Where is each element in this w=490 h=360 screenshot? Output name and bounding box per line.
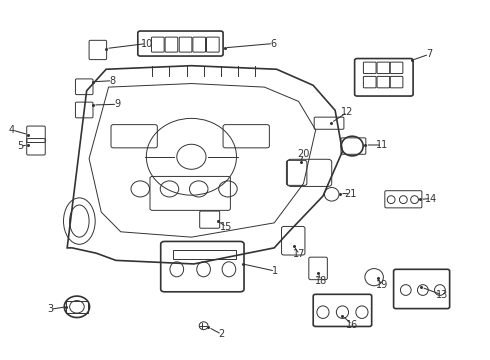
- Text: 6: 6: [270, 39, 276, 49]
- Text: 17: 17: [294, 249, 306, 259]
- Text: 3: 3: [47, 304, 53, 314]
- Text: 20: 20: [297, 149, 310, 159]
- Text: 9: 9: [114, 99, 121, 109]
- Text: 21: 21: [344, 189, 356, 199]
- Text: 18: 18: [315, 276, 327, 286]
- Bar: [66, 301, 88, 313]
- Text: 1: 1: [272, 266, 278, 276]
- Text: 2: 2: [219, 329, 225, 339]
- Text: 13: 13: [436, 290, 448, 300]
- Text: 15: 15: [220, 222, 233, 232]
- Text: 11: 11: [376, 140, 389, 150]
- Text: 4: 4: [9, 125, 15, 135]
- Text: 8: 8: [109, 76, 116, 86]
- Text: 16: 16: [346, 320, 358, 330]
- Text: 12: 12: [341, 107, 353, 117]
- Text: 10: 10: [141, 39, 153, 49]
- Text: 14: 14: [425, 194, 437, 203]
- Text: 7: 7: [426, 49, 432, 59]
- Bar: [173, 250, 236, 259]
- Text: 5: 5: [17, 141, 23, 151]
- Text: 19: 19: [376, 280, 389, 291]
